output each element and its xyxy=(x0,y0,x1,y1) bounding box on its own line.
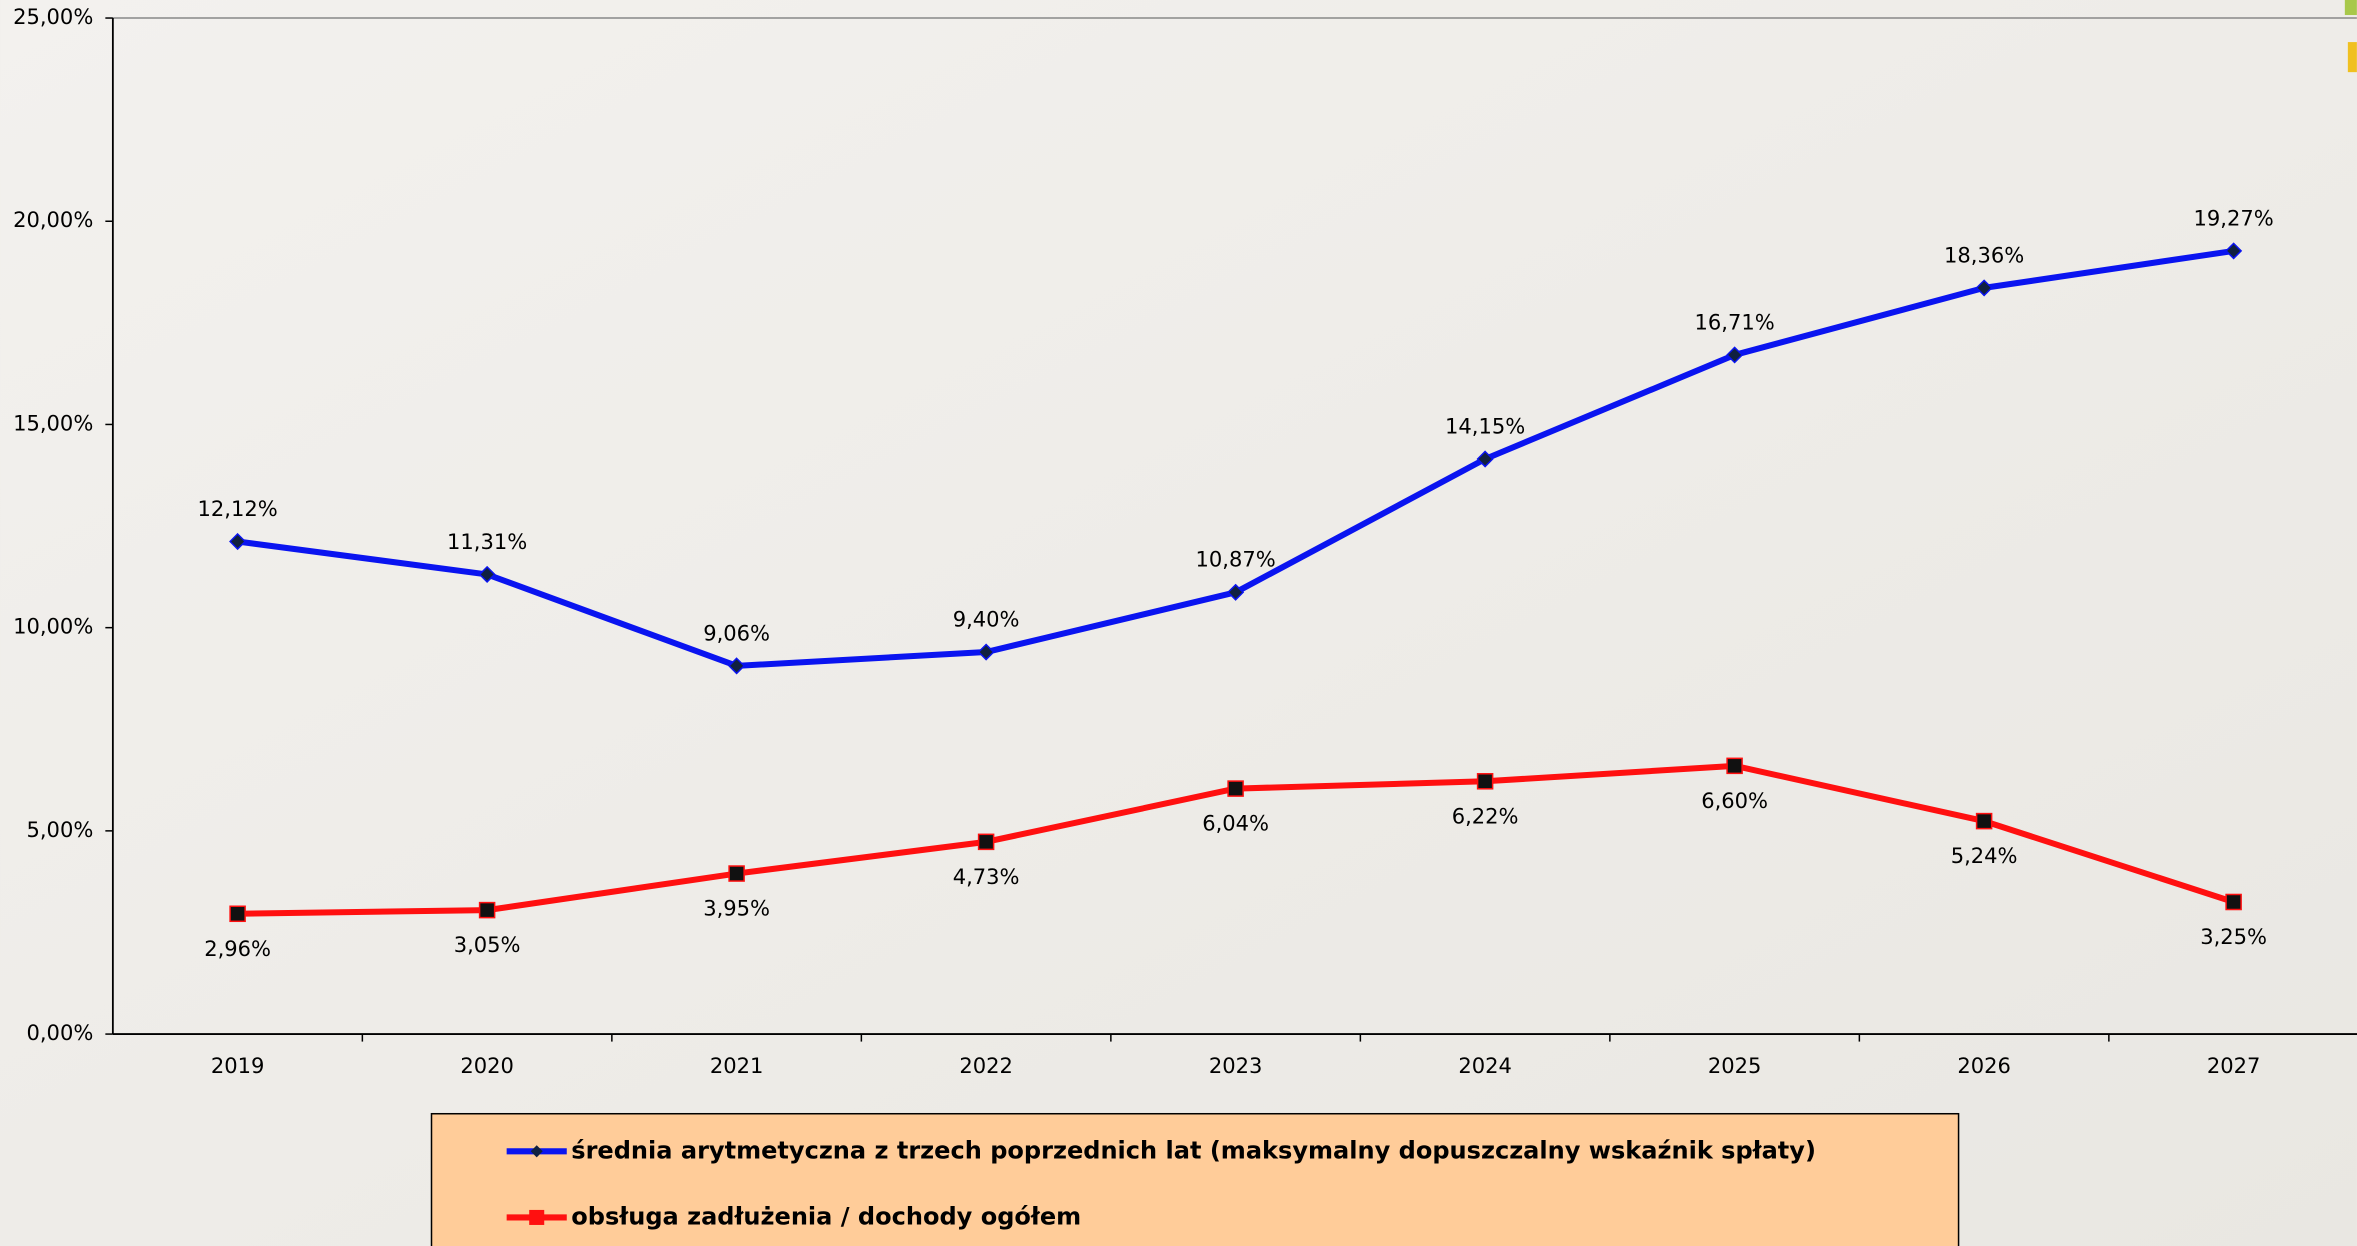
x-tick-label: 2025 xyxy=(1708,1053,1762,1078)
corner-mark xyxy=(2344,0,2357,16)
data-label: 11,31% xyxy=(447,529,527,554)
y-tick-label: 0,00% xyxy=(27,1020,94,1045)
marker xyxy=(1975,279,1993,297)
marker xyxy=(1227,583,1245,601)
x-tick-label: 2026 xyxy=(1957,1053,2011,1078)
data-label: 3,05% xyxy=(454,932,521,957)
data-label: 9,06% xyxy=(703,620,770,645)
marker xyxy=(1975,812,1993,830)
x-tick-label: 2022 xyxy=(959,1053,1013,1078)
x-tick-label: 2023 xyxy=(1209,1053,1263,1078)
data-label: 3,95% xyxy=(703,896,770,921)
data-label: 12,12% xyxy=(198,496,278,521)
corner-mark xyxy=(2347,42,2357,73)
marker xyxy=(229,905,246,923)
data-label: 6,04% xyxy=(1202,811,1269,836)
x-tick-label: 2027 xyxy=(2207,1053,2261,1078)
marker xyxy=(1476,450,1494,468)
x-tick-label: 2024 xyxy=(1458,1053,1512,1078)
marker xyxy=(1726,346,1744,364)
data-label: 19,27% xyxy=(2194,205,2274,230)
marker xyxy=(2225,242,2243,260)
marker xyxy=(977,643,995,661)
marker xyxy=(977,833,995,851)
y-tick-label: 25,00% xyxy=(13,4,93,29)
y-tick-label: 5,00% xyxy=(27,817,94,842)
data-label: 3,25% xyxy=(2200,924,2267,949)
marker xyxy=(229,532,247,551)
data-label: 6,22% xyxy=(1452,803,1519,828)
legend-marker xyxy=(529,1209,545,1225)
legend-marker xyxy=(530,1145,543,1158)
data-label: 5,24% xyxy=(1951,843,2018,868)
marker xyxy=(1726,757,1743,775)
marker xyxy=(2225,893,2242,911)
x-tick-label: 2020 xyxy=(460,1053,514,1078)
x-tick-label: 2019 xyxy=(211,1053,265,1078)
legend-label: średnia arytmetyczna z trzech poprzednic… xyxy=(571,1136,1816,1164)
data-label: 4,73% xyxy=(953,864,1020,889)
marker xyxy=(728,657,746,675)
data-label: 6,60% xyxy=(1701,788,1768,813)
marker xyxy=(728,865,745,882)
x-tick-label: 2021 xyxy=(710,1053,764,1078)
data-label: 2,96% xyxy=(204,936,271,961)
data-label: 9,40% xyxy=(953,606,1020,631)
marker xyxy=(478,565,496,583)
marker xyxy=(478,901,496,919)
legend xyxy=(430,1112,1960,1246)
data-label: 10,87% xyxy=(1196,547,1276,572)
y-tick-label: 15,00% xyxy=(13,410,93,435)
data-label: 16,71% xyxy=(1695,309,1775,334)
y-tick-label: 10,00% xyxy=(13,614,93,639)
marker xyxy=(1227,780,1244,797)
data-label: 14,15% xyxy=(1445,413,1525,438)
marker xyxy=(1476,773,1494,790)
data-label: 18,36% xyxy=(1944,242,2024,267)
y-tick-label: 20,00% xyxy=(13,207,93,232)
legend-label: obsługa zadłużenia / dochody ogółem xyxy=(571,1202,1081,1230)
